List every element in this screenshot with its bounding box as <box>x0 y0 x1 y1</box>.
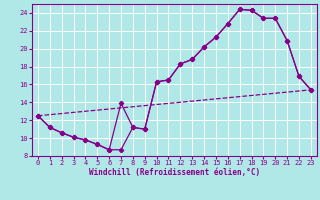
X-axis label: Windchill (Refroidissement éolien,°C): Windchill (Refroidissement éolien,°C) <box>89 168 260 177</box>
